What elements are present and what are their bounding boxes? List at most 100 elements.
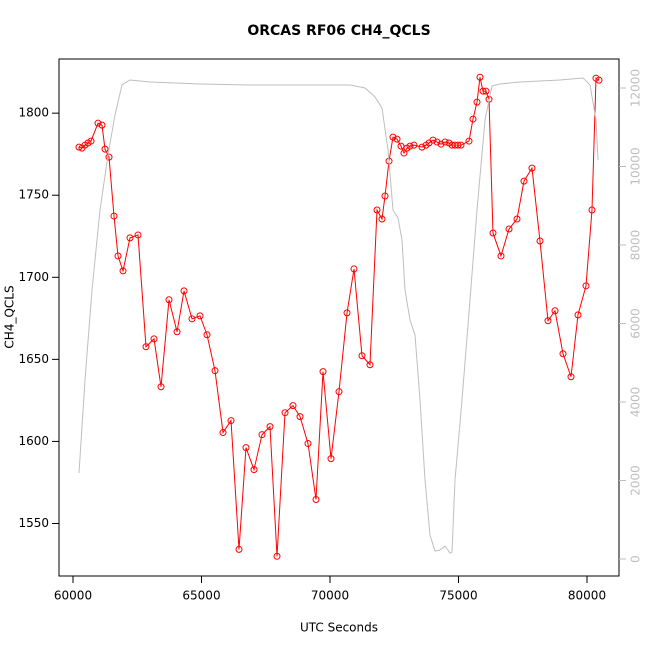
data-point <box>418 143 426 151</box>
data-point <box>482 87 490 95</box>
data-line <box>78 77 600 557</box>
y-tick-label: 1700 <box>18 270 49 284</box>
y2-tick-label: 10000 <box>629 147 643 185</box>
data-point <box>296 413 304 421</box>
data-point <box>242 444 250 452</box>
data-point <box>165 296 173 304</box>
data-point <box>406 142 414 150</box>
data-point <box>567 373 575 381</box>
data-point <box>126 234 134 242</box>
data-point <box>114 252 122 260</box>
y-tick-label: 1800 <box>18 106 49 120</box>
data-point <box>343 309 351 317</box>
data-point <box>235 545 243 553</box>
data-point <box>433 138 441 146</box>
data-point <box>203 331 211 339</box>
data-point <box>479 87 487 95</box>
data-point <box>110 212 118 220</box>
data-point <box>513 215 521 223</box>
x-tick-label: 75000 <box>439 589 477 603</box>
plot-frame <box>58 58 620 577</box>
data-point <box>497 252 505 260</box>
data-point <box>196 312 204 320</box>
data-point <box>281 409 289 417</box>
data-point <box>211 367 219 375</box>
data-point <box>105 153 113 161</box>
data-point <box>289 402 297 410</box>
y2-tick-label: 12000 <box>629 69 643 107</box>
data-point <box>101 145 109 153</box>
data-point <box>454 141 462 149</box>
data-point <box>219 429 227 437</box>
data-point <box>335 388 343 396</box>
data-point <box>75 143 83 151</box>
data-point <box>465 137 473 145</box>
data-point <box>381 192 389 200</box>
data-point <box>227 417 235 425</box>
data-point <box>157 383 165 391</box>
data-point <box>595 76 603 84</box>
data-point <box>393 135 401 143</box>
data-point <box>180 287 188 295</box>
x-tick-label: 80000 <box>568 589 606 603</box>
data-point <box>520 177 528 185</box>
data-point <box>173 328 181 336</box>
data-point <box>505 225 513 233</box>
data-point <box>389 133 397 141</box>
data-point <box>536 237 544 245</box>
data-point <box>551 307 559 315</box>
data-point <box>250 466 258 474</box>
data-point <box>437 140 445 148</box>
y2-tick-label: 8000 <box>629 230 643 261</box>
data-point <box>397 142 405 150</box>
y-axis-label: CH4_QCLS <box>3 285 17 348</box>
data-point <box>119 267 127 275</box>
data-point <box>350 265 358 273</box>
data-point <box>273 552 281 560</box>
y2-tick-label: 4000 <box>629 387 643 418</box>
y-tick-label: 1550 <box>18 516 49 530</box>
data-point <box>410 141 418 149</box>
data-point <box>304 440 312 448</box>
data-point <box>574 311 582 319</box>
data-point <box>266 423 274 431</box>
data-point <box>319 368 327 376</box>
data-point <box>373 206 381 214</box>
data-point <box>473 98 481 106</box>
data-point <box>429 136 437 144</box>
data-point <box>588 206 596 214</box>
data-point <box>94 119 102 127</box>
data-point <box>312 496 320 504</box>
x-axis-label: UTC Seconds <box>300 621 378 635</box>
data-point <box>87 137 95 145</box>
y-tick-label: 1650 <box>18 352 49 366</box>
data-point <box>98 121 106 129</box>
data-point <box>188 315 196 323</box>
x-tick-label: 70000 <box>311 589 349 603</box>
data-point <box>469 115 477 123</box>
data-point <box>134 231 142 239</box>
data-point <box>327 455 335 463</box>
y2-tick-label: 6000 <box>629 308 643 339</box>
data-point <box>544 317 552 325</box>
data-point <box>150 335 158 343</box>
data-point <box>400 149 408 157</box>
chart-title: ORCAS RF06 CH4_QCLS <box>247 23 430 39</box>
data-point <box>366 361 374 369</box>
data-point <box>258 431 266 439</box>
y2-tick-label: 2000 <box>629 465 643 496</box>
data-point <box>457 141 465 149</box>
data-point <box>358 352 366 360</box>
data-point <box>441 138 449 146</box>
data-point <box>489 229 497 237</box>
data-point <box>582 282 590 290</box>
data-point <box>528 164 536 172</box>
data-point <box>378 215 386 223</box>
y2-tick-label: 0 <box>629 555 643 563</box>
x-tick-label: 65000 <box>182 589 220 603</box>
x-tick-label: 60000 <box>54 589 92 603</box>
y-tick-label: 1600 <box>18 434 49 448</box>
